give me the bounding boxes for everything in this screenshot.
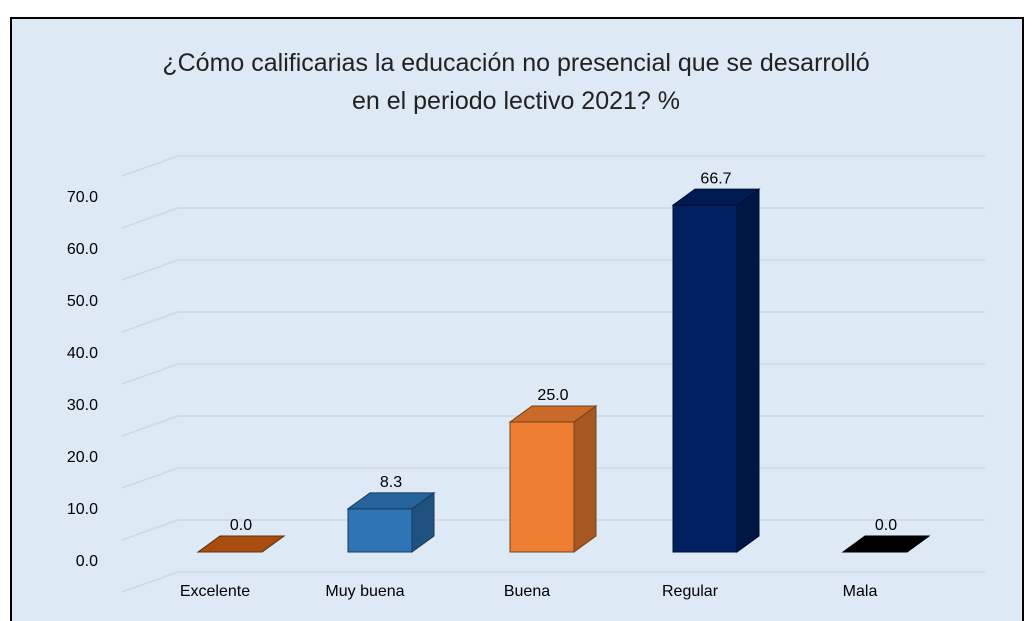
- grid-line: [121, 467, 179, 489]
- bar-top: [346, 492, 436, 510]
- y-tick-label: 60.0: [67, 241, 98, 258]
- bar: [509, 421, 575, 553]
- value-label: 0.0: [875, 517, 897, 534]
- value-label: 66.7: [700, 170, 731, 187]
- grid-line: [121, 363, 179, 385]
- bar-side: [736, 188, 760, 553]
- grid-line: [121, 311, 179, 333]
- x-tick-label: Buena: [504, 583, 550, 600]
- bar: [672, 204, 738, 553]
- bar-top: [841, 535, 931, 553]
- y-tick-label: 0.0: [76, 553, 98, 570]
- grid-line: [121, 415, 179, 437]
- grid-line: [121, 259, 179, 281]
- bar-top: [508, 405, 598, 423]
- y-tick-label: 10.0: [67, 501, 98, 518]
- y-tick-label: 40.0: [67, 345, 98, 362]
- bar-top: [196, 535, 286, 553]
- x-tick-label: Excelente: [180, 583, 250, 600]
- x-tick-label: Muy buena: [325, 583, 404, 600]
- grid-line: [121, 571, 179, 593]
- value-label: 8.3: [380, 474, 402, 491]
- wall-edge: [121, 155, 179, 177]
- bar-top: [671, 188, 761, 206]
- y-tick-label: 70.0: [67, 189, 98, 206]
- x-tick-label: Mala: [843, 583, 878, 600]
- bar: [347, 508, 413, 553]
- bar-side: [573, 405, 597, 553]
- x-tick-label: Regular: [662, 583, 719, 600]
- y-tick-label: 30.0: [67, 397, 98, 414]
- y-tick-label: 20.0: [67, 449, 98, 466]
- chart-title: ¿Cómo calificarias la educación no prese…: [162, 49, 870, 115]
- value-label: 0.0: [230, 517, 252, 534]
- grid-line: [121, 519, 179, 541]
- grid-line: [121, 207, 179, 229]
- value-label: 25.0: [537, 387, 568, 404]
- y-tick-label: 50.0: [67, 293, 98, 310]
